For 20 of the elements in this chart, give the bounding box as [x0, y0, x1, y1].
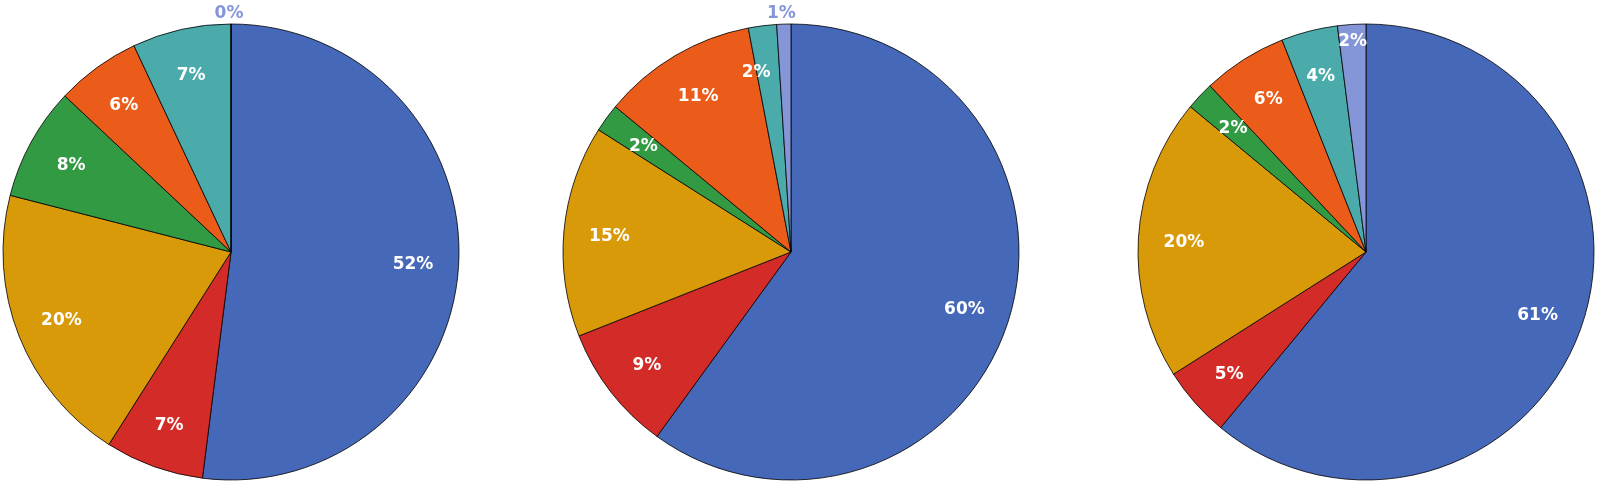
data-label: 2%: [629, 134, 658, 155]
data-label: 1%: [767, 2, 796, 23]
data-label: 9%: [632, 353, 662, 374]
data-label: 11%: [677, 85, 719, 105]
data-label: 52%: [392, 253, 434, 274]
data-label: 20%: [1163, 230, 1205, 251]
data-label: 20%: [41, 309, 82, 330]
data-label: 6%: [109, 94, 139, 115]
data-label: 7%: [176, 63, 206, 84]
data-label: 8%: [56, 154, 86, 175]
data-label: 4%: [1306, 65, 1336, 86]
data-label: 7%: [154, 413, 184, 434]
data-label: 6%: [1253, 87, 1283, 108]
data-label: 2%: [741, 61, 771, 82]
data-label: 61%: [1517, 303, 1558, 324]
data-label: 2%: [1218, 117, 1248, 138]
data-label: 60%: [944, 298, 985, 319]
data-label: 5%: [1214, 362, 1244, 383]
data-label: 15%: [589, 224, 630, 245]
text: 0%: [214, 2, 244, 22]
